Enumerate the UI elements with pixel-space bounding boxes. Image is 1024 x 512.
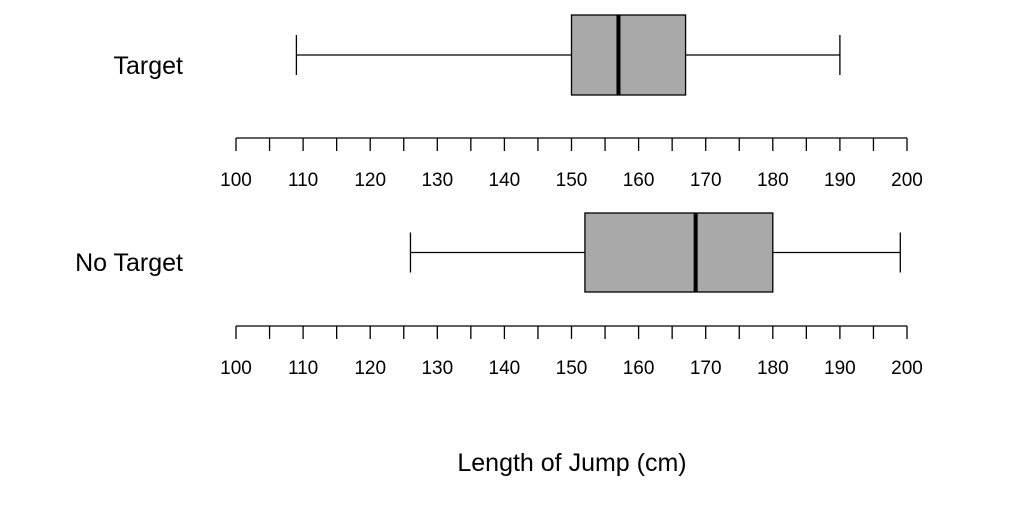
x-tick-label-2: 120 bbox=[354, 358, 386, 379]
row-label-target: Target bbox=[114, 52, 184, 80]
x-tick-label-1: 170 bbox=[690, 170, 722, 191]
x-tick-label-1: 100 bbox=[220, 170, 252, 191]
x-tick-label-1: 110 bbox=[288, 170, 318, 191]
plots-group: Target 100 110 120 130 140 150 160 170 180 190 200 N… bbox=[75, 14, 923, 379]
x-tick-label-1: 200 bbox=[891, 170, 923, 191]
x-tick-label-2: 200 bbox=[891, 358, 923, 379]
x-tick-label-1: 180 bbox=[757, 170, 789, 191]
x-tick-label-2: 110 bbox=[288, 358, 318, 379]
x-axis-title: Length of Jump (cm) bbox=[457, 449, 686, 477]
x-tick-label-1: 190 bbox=[824, 170, 856, 191]
x-tick-label-2: 180 bbox=[757, 358, 789, 379]
x-tick-label-1: 160 bbox=[623, 170, 655, 191]
box-no-target bbox=[584, 212, 774, 293]
x-tick-label-1: 120 bbox=[354, 170, 386, 191]
x-tick-label-1: 130 bbox=[421, 170, 453, 191]
x-tick-label-1: 150 bbox=[556, 170, 588, 191]
x-tick-label-2: 130 bbox=[421, 358, 453, 379]
x-tick-label-2: 140 bbox=[489, 358, 521, 379]
x-tick-label-2: 170 bbox=[690, 358, 722, 379]
x-tick-label-2: 150 bbox=[556, 358, 588, 379]
x-tick-label-2: 100 bbox=[220, 358, 252, 379]
x-tick-label-2: 190 bbox=[824, 358, 856, 379]
row-label-no-target: No Target bbox=[75, 249, 183, 277]
x-tick-label-1: 140 bbox=[489, 170, 521, 191]
box-target bbox=[570, 14, 687, 96]
x-tick-label-2: 160 bbox=[623, 358, 655, 379]
